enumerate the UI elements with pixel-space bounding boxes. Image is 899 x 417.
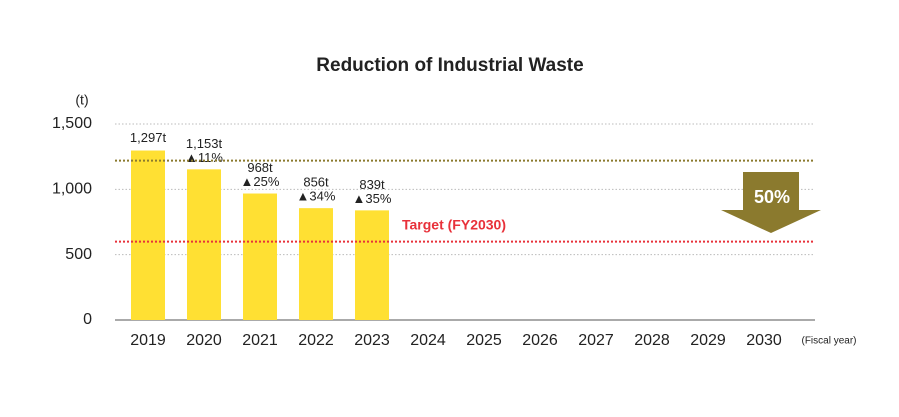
bar — [187, 169, 221, 320]
x-tick-label: 2024 — [410, 332, 446, 349]
change-label: ▲11% — [185, 150, 223, 165]
x-tick-label: 2019 — [130, 332, 166, 349]
x-tick-label: 2026 — [522, 332, 558, 349]
x-tick-label: 2030 — [746, 332, 782, 349]
x-tick-label: 2022 — [298, 332, 334, 349]
change-label: ▲25% — [241, 174, 280, 189]
data-label: 1,153t — [186, 136, 223, 151]
change-label: ▲34% — [297, 189, 336, 204]
bar — [243, 193, 277, 320]
chart-title: Reduction of Industrial Waste — [316, 55, 583, 76]
x-tick-label: 2020 — [186, 332, 222, 349]
x-tick-label: 2023 — [354, 332, 390, 349]
reduction-label: 50% — [754, 187, 790, 207]
data-label: 839t — [359, 177, 385, 192]
reduction-arrow — [721, 172, 821, 233]
bar — [299, 208, 333, 320]
data-label: 1,297t — [130, 130, 167, 145]
x-tick-label: 2028 — [634, 332, 670, 349]
y-axis-label: (t) — [75, 92, 88, 108]
y-tick-label: 1,500 — [52, 115, 92, 132]
bar — [131, 150, 165, 320]
x-tick-label: 2021 — [242, 332, 278, 349]
y-tick-label: 0 — [83, 311, 92, 328]
change-label: ▲35% — [353, 191, 392, 206]
data-label: 968t — [247, 160, 273, 175]
x-axis-label: (Fiscal year) — [801, 336, 856, 347]
y-tick-label: 500 — [65, 246, 92, 263]
reference-label: Target (FY2030) — [402, 216, 506, 232]
x-tick-label: 2025 — [466, 332, 502, 349]
x-tick-label: 2027 — [578, 332, 614, 349]
bar — [355, 210, 389, 320]
data-label: 856t — [303, 175, 329, 190]
y-tick-label: 1,000 — [52, 181, 92, 198]
x-tick-label: 2029 — [690, 332, 726, 349]
